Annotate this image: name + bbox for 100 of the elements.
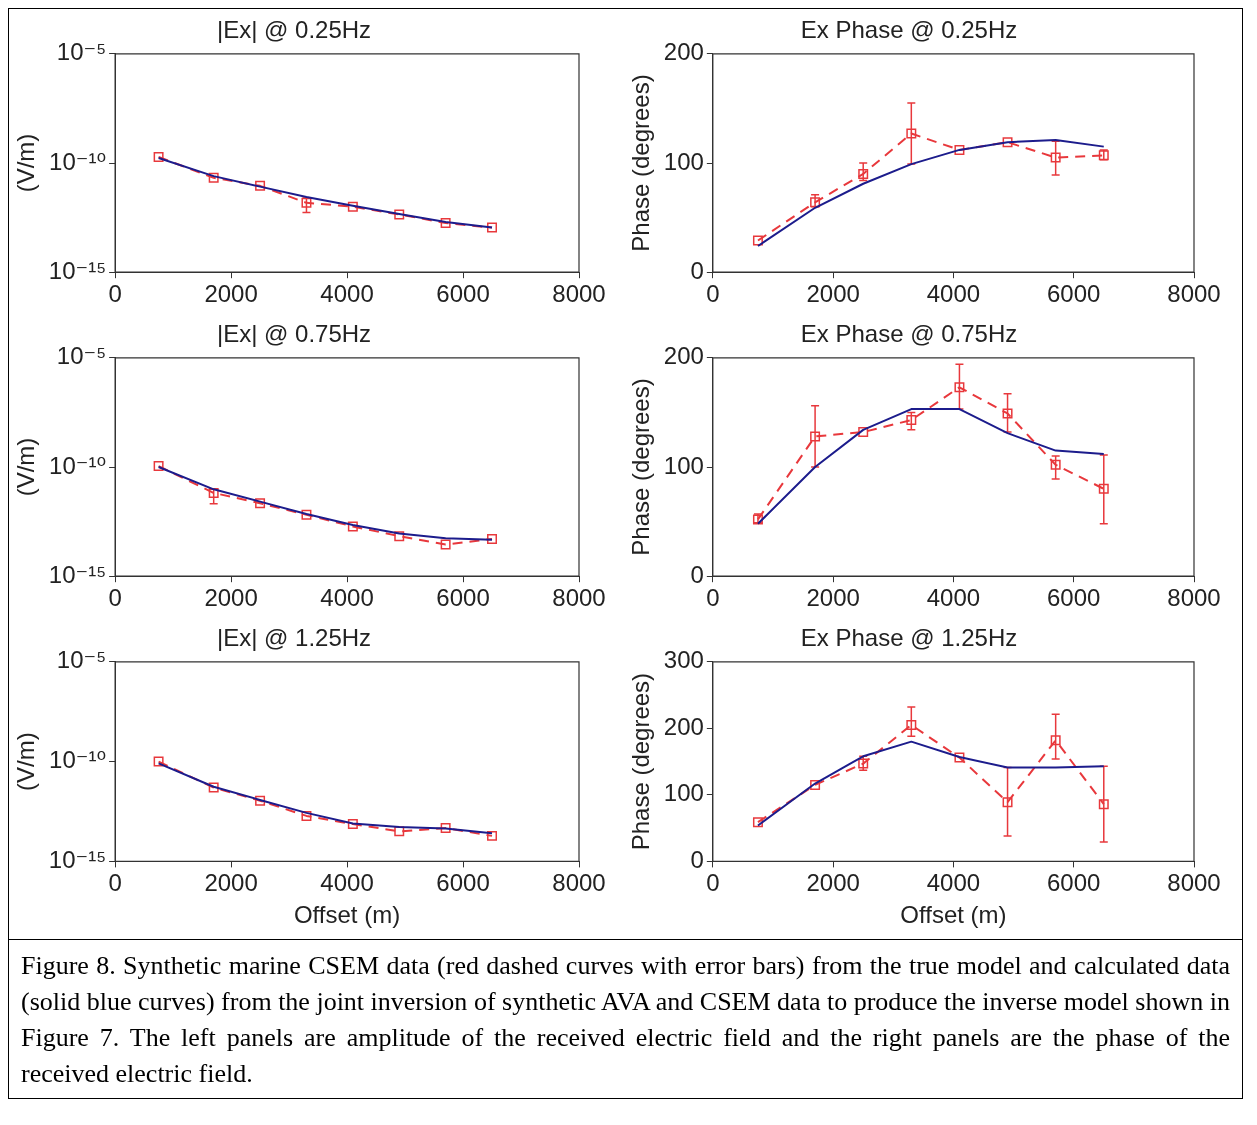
point — [440, 823, 451, 834]
y-tick-label: 10⁻¹⁵ — [48, 846, 107, 874]
y-tick-label: 200 — [663, 342, 704, 370]
point — [255, 498, 266, 509]
chart-title: Ex Phase @ 0.25Hz — [800, 16, 1018, 44]
y-tick-label: 0 — [690, 256, 704, 284]
point — [301, 197, 312, 208]
y-tick-label: 0 — [690, 846, 704, 874]
x-tick-label: 6000 — [1047, 869, 1101, 897]
x-tick-label: 2000 — [806, 584, 860, 612]
x-tick-label: 4000 — [926, 280, 981, 308]
x-axis-title: Offset (m) — [293, 901, 401, 929]
chart-title: |Ex| @ 0.75Hz — [216, 320, 372, 348]
x-tick-label: 6000 — [436, 584, 490, 612]
point — [752, 235, 763, 246]
point — [954, 144, 965, 155]
y-tick-label: 100 — [663, 779, 704, 807]
y-tick-label: 300 — [663, 646, 704, 674]
x-axis-title: Offset (m) — [900, 901, 1007, 929]
point — [347, 521, 358, 532]
point — [301, 810, 312, 821]
x-tick-label: 8000 — [552, 584, 606, 612]
chart-title: Ex Phase @ 1.25Hz — [800, 624, 1018, 652]
point — [301, 509, 312, 520]
point — [255, 180, 266, 191]
y-axis-title: Phase (degrees) — [627, 672, 655, 851]
point — [1098, 799, 1109, 810]
y-axis-title: Phase (degrees) — [627, 74, 655, 252]
y-tick-label: 10⁻¹⁰ — [49, 147, 107, 175]
x-tick-label: 6000 — [1047, 280, 1101, 308]
point — [208, 782, 219, 793]
point — [906, 128, 917, 139]
point — [1098, 483, 1109, 494]
x-tick-label: 8000 — [1167, 584, 1221, 612]
x-tick-label: 4000 — [320, 869, 374, 897]
chart-title: |Ex| @ 0.25Hz — [216, 16, 372, 44]
x-tick-label: 2000 — [204, 280, 258, 308]
y-tick-label: 10⁻⁵ — [56, 38, 107, 66]
point — [347, 819, 358, 830]
point — [487, 222, 498, 233]
x-tick-label: 4000 — [320, 584, 374, 612]
x-tick-label: 8000 — [1167, 280, 1221, 308]
point — [394, 826, 405, 837]
point — [858, 427, 869, 438]
point — [1002, 797, 1013, 808]
x-tick-label: 8000 — [552, 869, 606, 897]
x-tick-label: 4000 — [926, 869, 981, 897]
point — [906, 415, 917, 426]
point — [1050, 459, 1061, 470]
x-tick-label: 4000 — [926, 584, 981, 612]
y-axis-title: (V/m) — [12, 133, 40, 193]
y-tick-label: 10⁻¹⁰ — [49, 746, 107, 774]
x-tick-label: 2000 — [204, 584, 258, 612]
point — [954, 382, 965, 393]
point — [1002, 408, 1013, 419]
caption: Figure 8. Synthetic marine CSEM data (red dashed curves with error bars) from the true model and calculated data (solid blue curves) from the joint inversion of synthetic AVA and CSEM data to produce the inverse model shown in Figure 7. The left panels are amplitude of the received electric field and the right panels are the phase of the received electric field. — [9, 939, 1242, 1092]
point — [1050, 735, 1061, 746]
point — [1002, 137, 1013, 148]
point — [208, 487, 219, 498]
point — [810, 197, 821, 208]
point — [1050, 152, 1061, 163]
point — [906, 720, 917, 730]
point — [487, 533, 498, 544]
x-tick-label: 2000 — [806, 869, 860, 897]
chart-title: Ex Phase @ 0.75Hz — [800, 320, 1018, 348]
chart-title: |Ex| @ 1.25Hz — [216, 624, 372, 652]
point — [208, 172, 219, 183]
point — [153, 756, 164, 767]
point — [858, 168, 869, 179]
point — [954, 752, 965, 763]
y-tick-label: 10⁻¹⁵ — [48, 256, 107, 284]
x-tick-label: 2000 — [806, 280, 860, 308]
y-tick-label: 200 — [663, 712, 704, 740]
point — [255, 795, 266, 806]
x-tick-label: 6000 — [1047, 584, 1101, 612]
y-tick-label: 100 — [663, 147, 704, 175]
point — [440, 539, 451, 550]
point — [394, 209, 405, 220]
y-tick-label: 10⁻⁵ — [56, 646, 107, 674]
point — [153, 461, 164, 472]
y-tick-label: 10⁻¹⁰ — [49, 451, 107, 479]
y-tick-label: 10⁻⁵ — [56, 342, 107, 370]
y-tick-label: 200 — [663, 38, 704, 66]
y-tick-label: 0 — [690, 560, 704, 588]
y-axis-title: Phase (degrees) — [627, 378, 655, 556]
x-tick-label: 6000 — [436, 280, 490, 308]
y-axis-title: (V/m) — [12, 437, 40, 497]
point — [487, 830, 498, 841]
x-tick-label: 4000 — [320, 280, 374, 308]
x-tick-label: 8000 — [552, 280, 606, 308]
x-tick-label: 6000 — [436, 869, 490, 897]
point — [347, 201, 358, 212]
x-tick-label: 8000 — [1167, 869, 1221, 897]
y-tick-label: 100 — [663, 451, 704, 479]
point — [810, 779, 821, 790]
x-tick-label: 2000 — [204, 869, 258, 897]
point — [394, 531, 405, 542]
point — [153, 151, 164, 162]
point — [440, 217, 451, 228]
point — [810, 431, 821, 442]
